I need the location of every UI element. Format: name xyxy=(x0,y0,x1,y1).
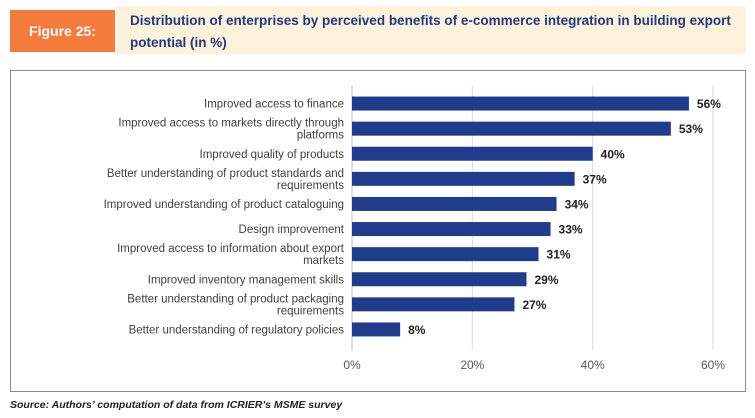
category-label: Improved access to markets directly thro… xyxy=(118,118,344,142)
data-label: 33% xyxy=(559,223,583,237)
figure-title: Distribution of enterprises by perceived… xyxy=(116,6,746,54)
source-note: Source: Authors’ computation of data fro… xyxy=(10,399,343,411)
bar xyxy=(352,196,557,211)
data-label: 27% xyxy=(522,298,546,312)
data-label: 53% xyxy=(679,122,703,136)
bar xyxy=(352,322,401,337)
bar xyxy=(352,121,671,136)
x-tick-label: 20% xyxy=(460,358,484,372)
category-label: Improved access to finance xyxy=(204,99,344,111)
data-label: 56% xyxy=(697,97,721,111)
bar-chart: 0% 20% 40% 60% 56% Improved access to finance… xyxy=(104,85,725,372)
category-label: Better understanding of product standard… xyxy=(107,168,344,192)
category-label: Improved access to information about exp… xyxy=(117,243,345,267)
category-label: Improved understanding of product catalo… xyxy=(104,199,344,211)
data-label: 37% xyxy=(583,172,607,186)
bar xyxy=(352,297,515,312)
data-label: 29% xyxy=(534,273,558,287)
figure-label: Figure 25: xyxy=(10,10,115,52)
data-label: 31% xyxy=(547,248,571,262)
bar xyxy=(352,146,593,161)
data-label: 34% xyxy=(565,197,589,211)
category-label: Improved quality of products xyxy=(200,149,345,161)
category-label: Design improvement xyxy=(239,224,345,236)
bar xyxy=(352,272,527,287)
x-tick-label: 60% xyxy=(701,358,725,372)
data-label: 40% xyxy=(601,147,625,161)
bar xyxy=(352,222,551,237)
chart-frame: 0% 20% 40% 60% 56% Improved access to finance… xyxy=(10,70,746,392)
bar xyxy=(352,96,689,111)
x-tick-label: 0% xyxy=(343,358,361,372)
bar xyxy=(352,247,539,262)
category-label: Better understanding of regulatory polic… xyxy=(129,324,345,336)
data-label: 8% xyxy=(408,323,426,337)
figure-header: Figure 25: Distribution of enterprises b… xyxy=(0,0,755,60)
bar xyxy=(352,171,575,186)
category-label: Better understanding of product packagin… xyxy=(127,293,344,317)
category-label: Improved inventory management skills xyxy=(148,274,344,286)
x-tick-label: 40% xyxy=(581,358,605,372)
